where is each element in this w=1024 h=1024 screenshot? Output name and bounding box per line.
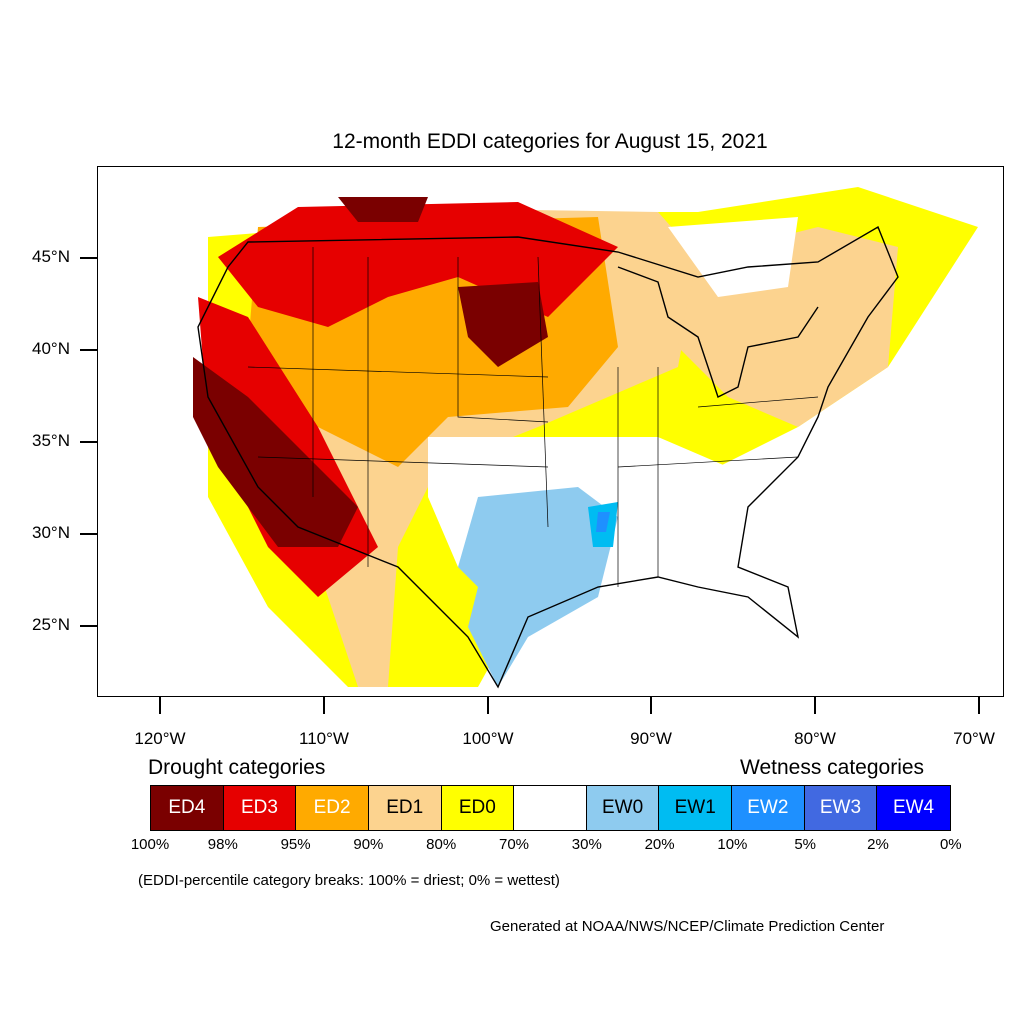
- legend-box-ed3: ED3: [223, 786, 297, 830]
- drought-categories-heading: Drought categories: [148, 756, 326, 779]
- lat-label-25: 25°N: [32, 615, 70, 634]
- lat-tick: [80, 441, 97, 443]
- lon-tick: [159, 697, 161, 714]
- percentile-label: 2%: [867, 836, 889, 853]
- lat-label-35: 35°N: [32, 431, 70, 450]
- credit-line: Generated at NOAA/NWS/NCEP/Climate Predi…: [490, 918, 885, 935]
- lon-label-90: 90°W: [630, 729, 672, 748]
- fill-ew2: [596, 512, 610, 532]
- wetness-categories-heading: Wetness categories: [740, 756, 925, 779]
- fill-ew0: [458, 487, 618, 687]
- conus-outline: [197, 225, 899, 689]
- lat-label-30: 30°N: [32, 523, 70, 542]
- lon-label-120: 120°W: [134, 729, 186, 748]
- lon-label-80: 80°W: [794, 729, 836, 748]
- lon-label-100: 100°W: [462, 729, 514, 748]
- lon-tick: [323, 697, 325, 714]
- percentile-label: 10%: [717, 836, 748, 853]
- percentile-label: 90%: [353, 836, 384, 853]
- lon-tick: [650, 697, 652, 714]
- legend-box-ew0: EW0: [586, 786, 660, 830]
- boundaries: [197, 225, 899, 689]
- state-lines: [247, 247, 819, 587]
- percentile-label: 30%: [571, 836, 602, 853]
- percentile-label: 80%: [426, 836, 457, 853]
- lon-tick: [978, 697, 980, 714]
- lat-tick: [80, 349, 97, 351]
- legend-box-ed1: ED1: [368, 786, 442, 830]
- legend-color-bar: ED4 ED3 ED2 ED1 ED0 EW0 EW1 EW2 EW3 EW4: [150, 785, 951, 831]
- percentile-label: 5%: [794, 836, 817, 853]
- percentile-label: 20%: [644, 836, 675, 853]
- map-title: 12-month EDDI categories for August 15, …: [332, 130, 768, 153]
- lon-tick: [487, 697, 489, 714]
- legend-box-ed0: ED0: [441, 786, 515, 830]
- fill-ed4-dakota: [458, 282, 548, 367]
- legend-box-ed4: ED4: [151, 786, 224, 830]
- category-note: (EDDI-percentile category breaks: 100% =…: [138, 872, 560, 889]
- percentile-label: 100%: [130, 836, 170, 853]
- percentile-label: 98%: [207, 836, 238, 853]
- category-fills: [193, 187, 978, 687]
- lat-label-40: 40°N: [32, 339, 70, 358]
- lat-tick: [80, 625, 97, 627]
- legend-box-ed2: ED2: [296, 786, 369, 830]
- lon-tick: [814, 697, 816, 714]
- eddi-map: [193, 187, 978, 689]
- lat-label-45: 45°N: [32, 247, 70, 266]
- fill-ed4-north: [338, 197, 428, 222]
- percentile-label: 95%: [280, 836, 311, 853]
- legend-percentiles: 100% 98% 95% 90% 80% 70% 30% 20% 10% 5% 2% 0%: [131, 836, 962, 856]
- percentile-label: 0%: [939, 836, 962, 853]
- legend-box-ew3: EW3: [804, 786, 878, 830]
- legend-box-ew2: EW2: [732, 786, 805, 830]
- lat-tick: [80, 257, 97, 259]
- lat-tick: [80, 533, 97, 535]
- legend-box-ew1: EW1: [659, 786, 732, 830]
- lon-label-110: 110°W: [299, 729, 349, 748]
- fill-normal-north: [668, 217, 798, 297]
- legend-box-ew4: EW4: [877, 786, 950, 830]
- percentile-label: 70%: [498, 836, 530, 853]
- legend-box-normal: [514, 786, 587, 830]
- lon-label-70: 70°W: [953, 729, 995, 748]
- map-panel: [97, 166, 1004, 697]
- great-lakes: [617, 266, 819, 398]
- fill-ed4-west: [193, 357, 358, 547]
